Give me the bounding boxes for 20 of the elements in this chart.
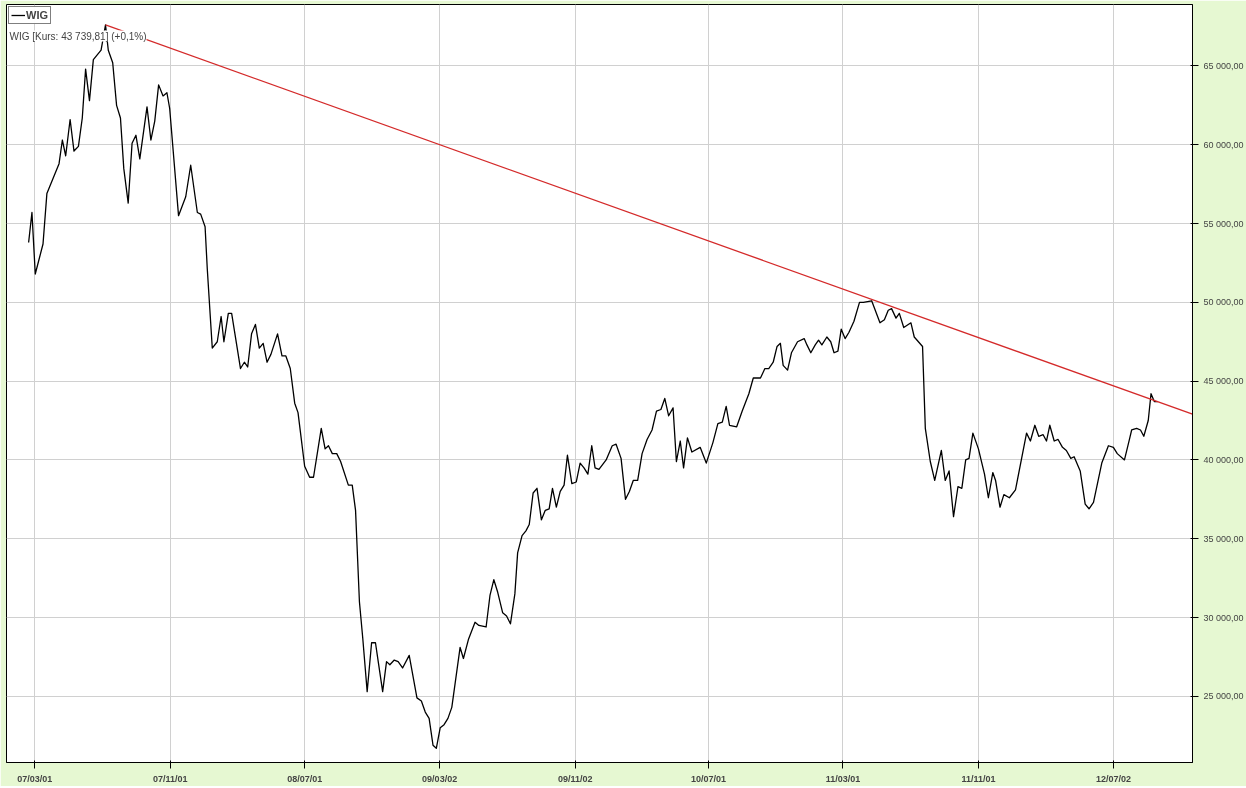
legend-label: WIG — [26, 9, 48, 21]
y-tick-label: 60 000,00 — [1203, 139, 1244, 150]
x-tick-label: 11/03/01 — [825, 773, 861, 784]
x-tick-label: 10/07/01 — [690, 773, 727, 784]
x-tick-label: 09/11/02 — [557, 773, 593, 784]
y-tick-label: 55 000,00 — [1203, 218, 1244, 229]
x-tick-label: 08/07/01 — [287, 773, 323, 784]
x-tick-label: 11/11/01 — [961, 773, 996, 784]
y-tick-label: 45 000,00 — [1203, 376, 1244, 387]
x-tick-label: 12/07/02 — [1095, 773, 1131, 784]
x-tick-label: 07/03/01 — [17, 773, 53, 784]
x-tick-label: 07/11/01 — [152, 773, 188, 784]
y-tick-label: 35 000,00 — [1203, 533, 1244, 544]
annotation: WIG [Kurs: 43 739,81] (+0,1%) — [9, 30, 147, 42]
y-tick-label: 30 000,00 — [1203, 612, 1244, 623]
y-tick-label: 40 000,00 — [1203, 454, 1244, 465]
x-tick-label: 09/03/02 — [422, 773, 458, 784]
y-tick-label: 50 000,00 — [1203, 297, 1244, 308]
y-tick-label: 25 000,00 — [1203, 691, 1244, 702]
y-tick-label: 65 000,00 — [1203, 60, 1244, 71]
